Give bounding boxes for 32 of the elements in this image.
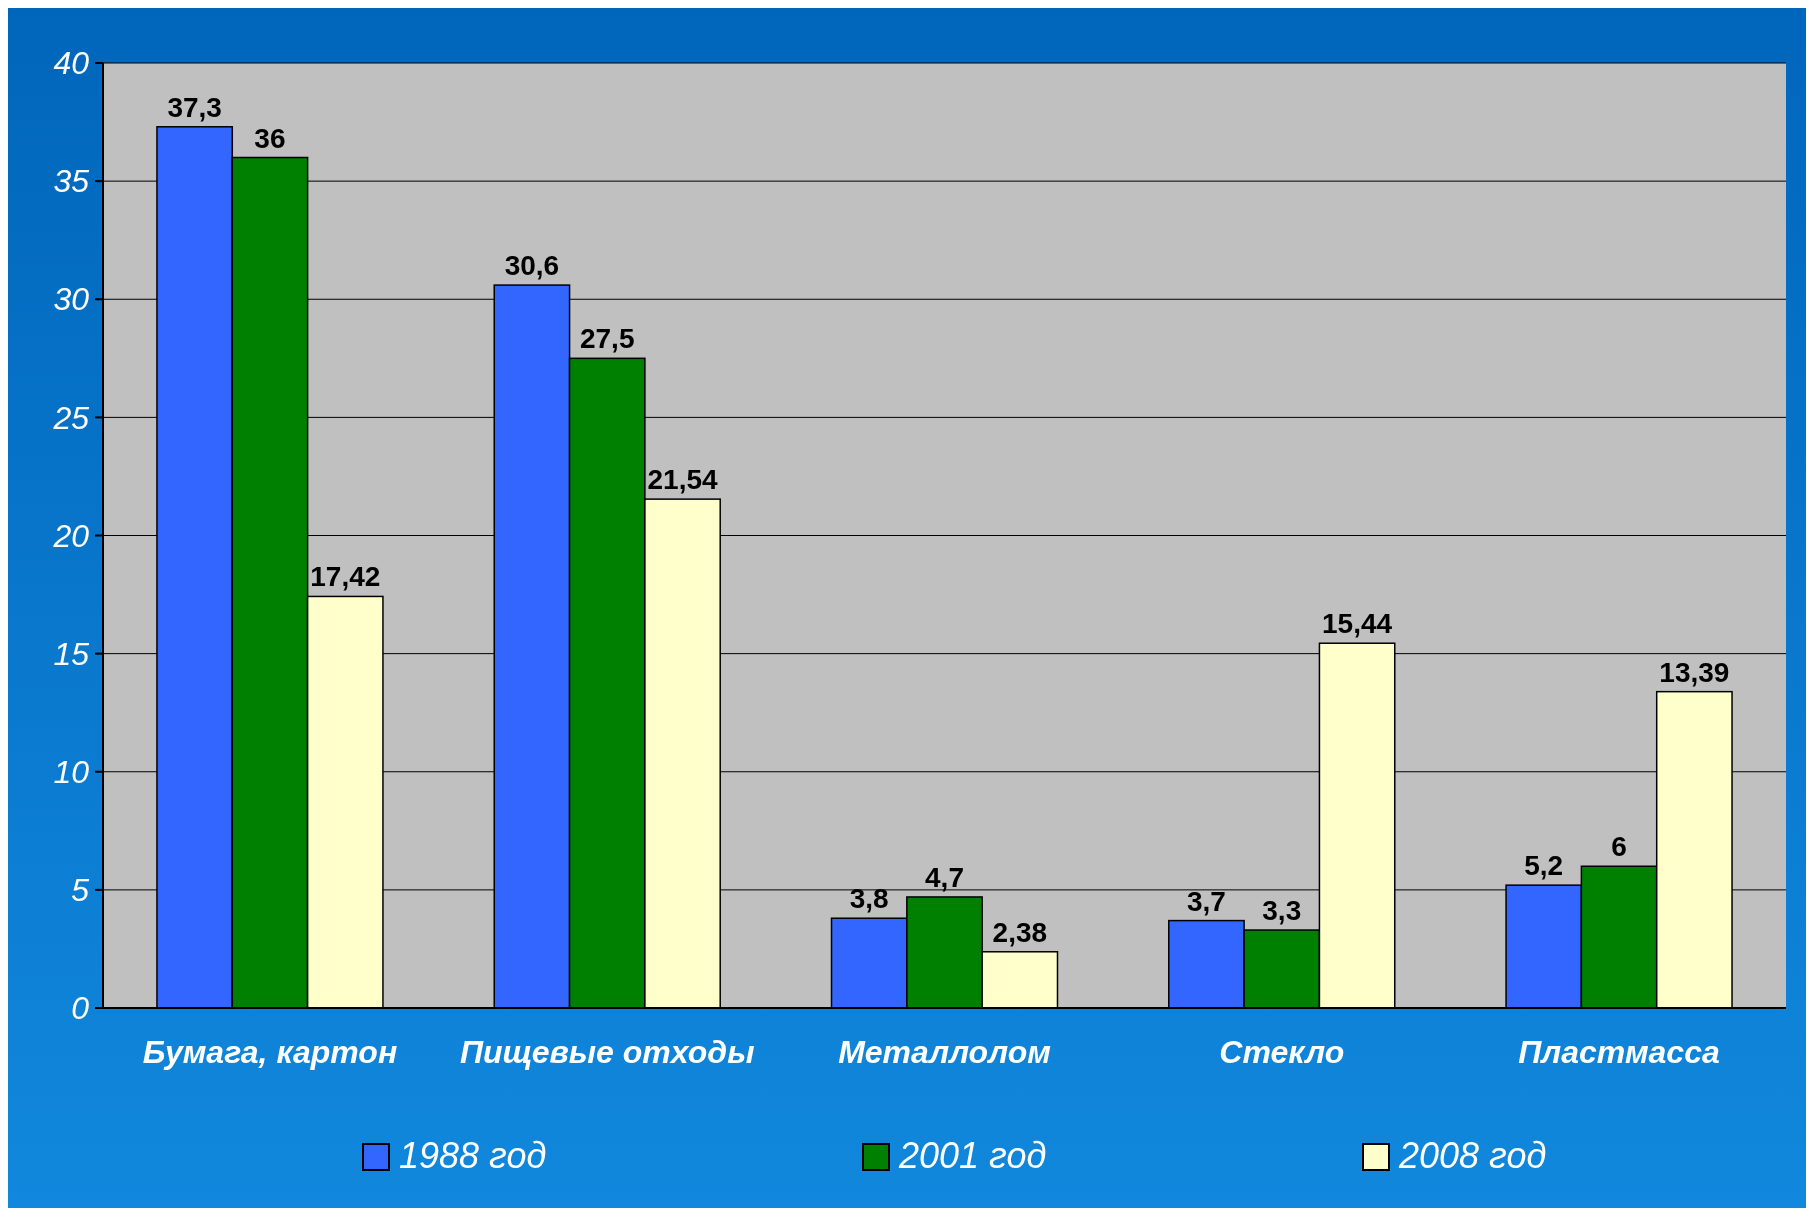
x-tick-label: Стекло [1219,1034,1345,1070]
legend-label: 2001 год [898,1135,1047,1176]
data-label: 37,3 [167,91,222,123]
data-label: 6 [1611,831,1627,863]
data-label: 3,7 [1186,885,1226,917]
data-label: 36 [254,122,286,154]
data-label: 3,8 [849,883,889,915]
x-tick-label: Металлолом [838,1034,1052,1070]
x-tick-label: Бумага, картон [142,1034,398,1070]
data-label: 15,44 [1322,608,1393,640]
data-label: 30,6 [504,250,560,282]
data-label: 5,2 [1524,850,1564,882]
y-tick-label: 0 [71,990,90,1027]
data-label: 4,7 [925,861,964,893]
y-tick-label: 20 [52,517,90,554]
y-tick-label: 15 [53,635,90,672]
legend-label: 1988 год [399,1135,547,1176]
y-tick-label: 10 [53,753,90,790]
y-tick-label: 40 [53,45,90,82]
data-label: 3,3 [1262,895,1302,927]
y-tick-label: 30 [53,281,90,318]
x-tick-label: Пищевые отходы [459,1034,755,1070]
data-label: 21,54 [647,464,719,496]
y-tick-label: 25 [52,399,90,436]
x-tick-label: Пластмасса [1518,1034,1720,1070]
legend-label: 2008 год [1398,1135,1547,1176]
data-label: 13,39 [1659,656,1730,688]
y-tick-label: 5 [71,872,90,909]
data-label: 2,38 [992,916,1048,948]
y-tick-label: 35 [53,163,90,200]
data-label: 27,5 [579,323,635,355]
data-label: 17,42 [310,561,381,593]
